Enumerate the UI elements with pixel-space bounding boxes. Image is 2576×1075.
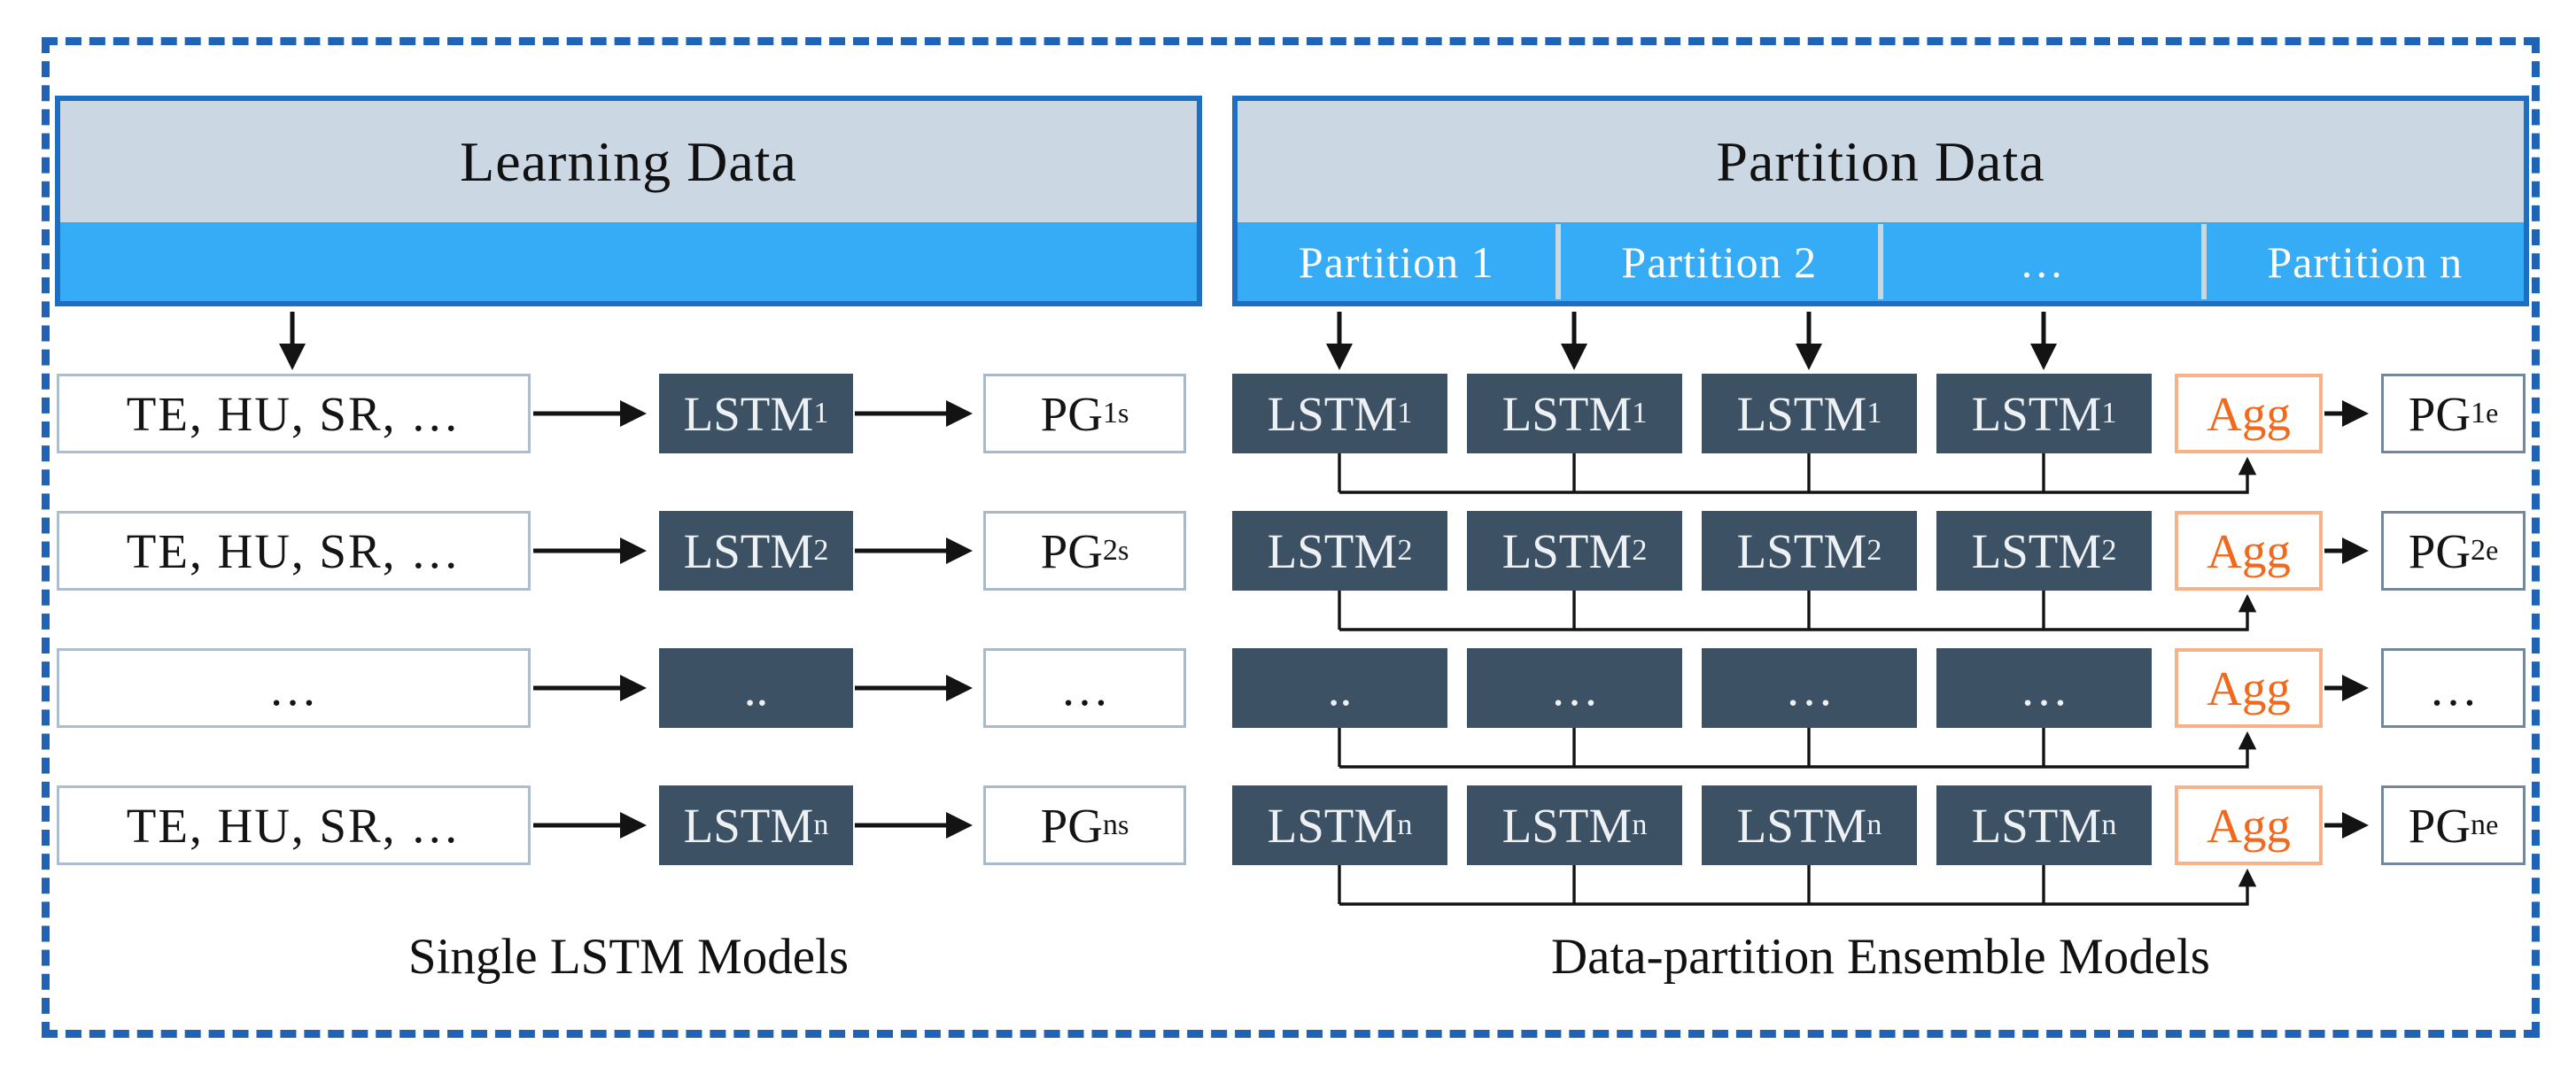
lstm-label: LSTM: [1267, 523, 1398, 578]
lstm-box: LSTM n: [1936, 785, 2152, 865]
ensemble-output-box: PG n e: [2381, 785, 2526, 865]
output-box: PG 1 s: [983, 374, 1186, 453]
lstm-box: LSTM n: [1702, 785, 1917, 865]
lstm-label: LSTM: [1736, 798, 1867, 853]
ensemble-output-box: …: [2381, 648, 2526, 728]
lstm-box: LSTM 1: [1467, 374, 1682, 453]
output-box: PG n s: [983, 785, 1186, 865]
lstm-box: …: [1936, 648, 2152, 728]
lstm-label: LSTM: [1971, 523, 2102, 578]
learning-data-title-area: Learning Data: [60, 101, 1197, 222]
output-box: PG 2 s: [983, 511, 1186, 591]
output-label: …: [1060, 661, 1109, 715]
lstm-label: LSTM: [1267, 798, 1398, 853]
partition-cell-label: Partition 1: [1298, 236, 1494, 287]
input-box: TE, HU, SR, …: [57, 374, 531, 453]
lstm-label: ..: [1327, 661, 1353, 715]
lstm-label: LSTM: [1971, 798, 2102, 853]
lstm-label: …: [2020, 661, 2068, 715]
lstm-box: LSTM n: [1232, 785, 1447, 865]
output-label: PG: [2408, 798, 2471, 853]
ensemble-output-box: PG 1 e: [2381, 374, 2526, 453]
partition-cell-n: Partition n: [2207, 222, 2525, 301]
lstm-label: ..: [743, 661, 769, 715]
lstm-box: …: [1702, 648, 1917, 728]
output-label: PG: [2408, 523, 2471, 578]
right-caption: Data-partition Ensemble Models: [1551, 928, 2210, 985]
partition-separator: [1555, 224, 1561, 299]
lstm-box: ..: [1232, 648, 1447, 728]
lstm-label: LSTM: [683, 523, 814, 578]
lstm-box: LSTM 1: [659, 374, 853, 453]
input-box: …: [57, 648, 531, 728]
lstm-box: LSTM 2: [659, 511, 853, 591]
left-caption: Single LSTM Models: [407, 928, 850, 985]
learning-data-strip: [60, 222, 1197, 301]
ensemble-output-box: PG 2 e: [2381, 511, 2526, 591]
lstm-box: LSTM n: [1467, 785, 1682, 865]
lstm-box: LSTM 2: [1936, 511, 2152, 591]
input-box: TE, HU, SR, …: [57, 511, 531, 591]
partition-separator: [1878, 224, 1883, 299]
agg-box: Agg: [2175, 511, 2323, 591]
lstm-box: LSTM 2: [1702, 511, 1917, 591]
input-label: TE, HU, SR, …: [126, 386, 462, 441]
output-label: PG: [1040, 386, 1103, 441]
partition-data-title-area: Partition Data: [1238, 101, 2524, 222]
partition-cell-label: Partition 2: [1621, 236, 1818, 287]
partition-data-header: Partition Data Partition 1 Partition 2 ……: [1232, 96, 2529, 306]
agg-label: Agg: [2207, 386, 2291, 441]
lstm-box: LSTM 1: [1936, 374, 2152, 453]
output-box: …: [983, 648, 1186, 728]
partition-cell-label: …: [2019, 236, 2065, 287]
lstm-box: LSTM 2: [1467, 511, 1682, 591]
lstm-box: ..: [659, 648, 853, 728]
agg-label: Agg: [2207, 661, 2291, 715]
lstm-label: LSTM: [1501, 798, 1633, 853]
lstm-label: LSTM: [1501, 386, 1633, 441]
partition-cell-ellipsis: …: [1883, 222, 2201, 301]
partition-cell-1: Partition 1: [1238, 222, 1556, 301]
agg-box: Agg: [2175, 785, 2323, 865]
lstm-box: LSTM 2: [1232, 511, 1447, 591]
output-label: PG: [1040, 523, 1103, 578]
lstm-label: LSTM: [1736, 386, 1867, 441]
lstm-label: LSTM: [683, 386, 814, 441]
partition-separator: [2200, 224, 2207, 299]
lstm-label: LSTM: [1501, 523, 1633, 578]
agg-label: Agg: [2207, 523, 2291, 578]
learning-data-header: Learning Data: [55, 96, 1202, 306]
partition-data-strip: Partition 1 Partition 2 … Partition n: [1238, 222, 2524, 301]
lstm-label: LSTM: [1736, 523, 1867, 578]
agg-label: Agg: [2207, 798, 2291, 853]
lstm-label: LSTM: [683, 798, 814, 853]
input-box: TE, HU, SR, …: [57, 785, 531, 865]
output-label: PG: [2408, 386, 2471, 441]
lstm-box: LSTM n: [659, 785, 853, 865]
lstm-label: LSTM: [1971, 386, 2102, 441]
partition-cell-2: Partition 2: [1561, 222, 1879, 301]
partition-data-title: Partition Data: [1716, 129, 2045, 193]
lstm-box: …: [1467, 648, 1682, 728]
lstm-box: LSTM 1: [1232, 374, 1447, 453]
agg-box: Agg: [2175, 374, 2323, 453]
input-label: TE, HU, SR, …: [126, 523, 462, 578]
partition-cell-label: Partition n: [2267, 236, 2463, 287]
input-label: …: [268, 661, 319, 715]
learning-data-title: Learning Data: [460, 129, 797, 193]
output-label: PG: [1040, 798, 1103, 853]
agg-box: Agg: [2175, 648, 2323, 728]
lstm-label: LSTM: [1267, 386, 1398, 441]
dashed-frame: [42, 37, 2540, 1038]
input-label: TE, HU, SR, …: [126, 798, 462, 853]
lstm-box: LSTM 1: [1702, 374, 1917, 453]
lstm-label: …: [1785, 661, 1834, 715]
lstm-label: …: [1550, 661, 1599, 715]
output-label: …: [2429, 661, 2478, 715]
